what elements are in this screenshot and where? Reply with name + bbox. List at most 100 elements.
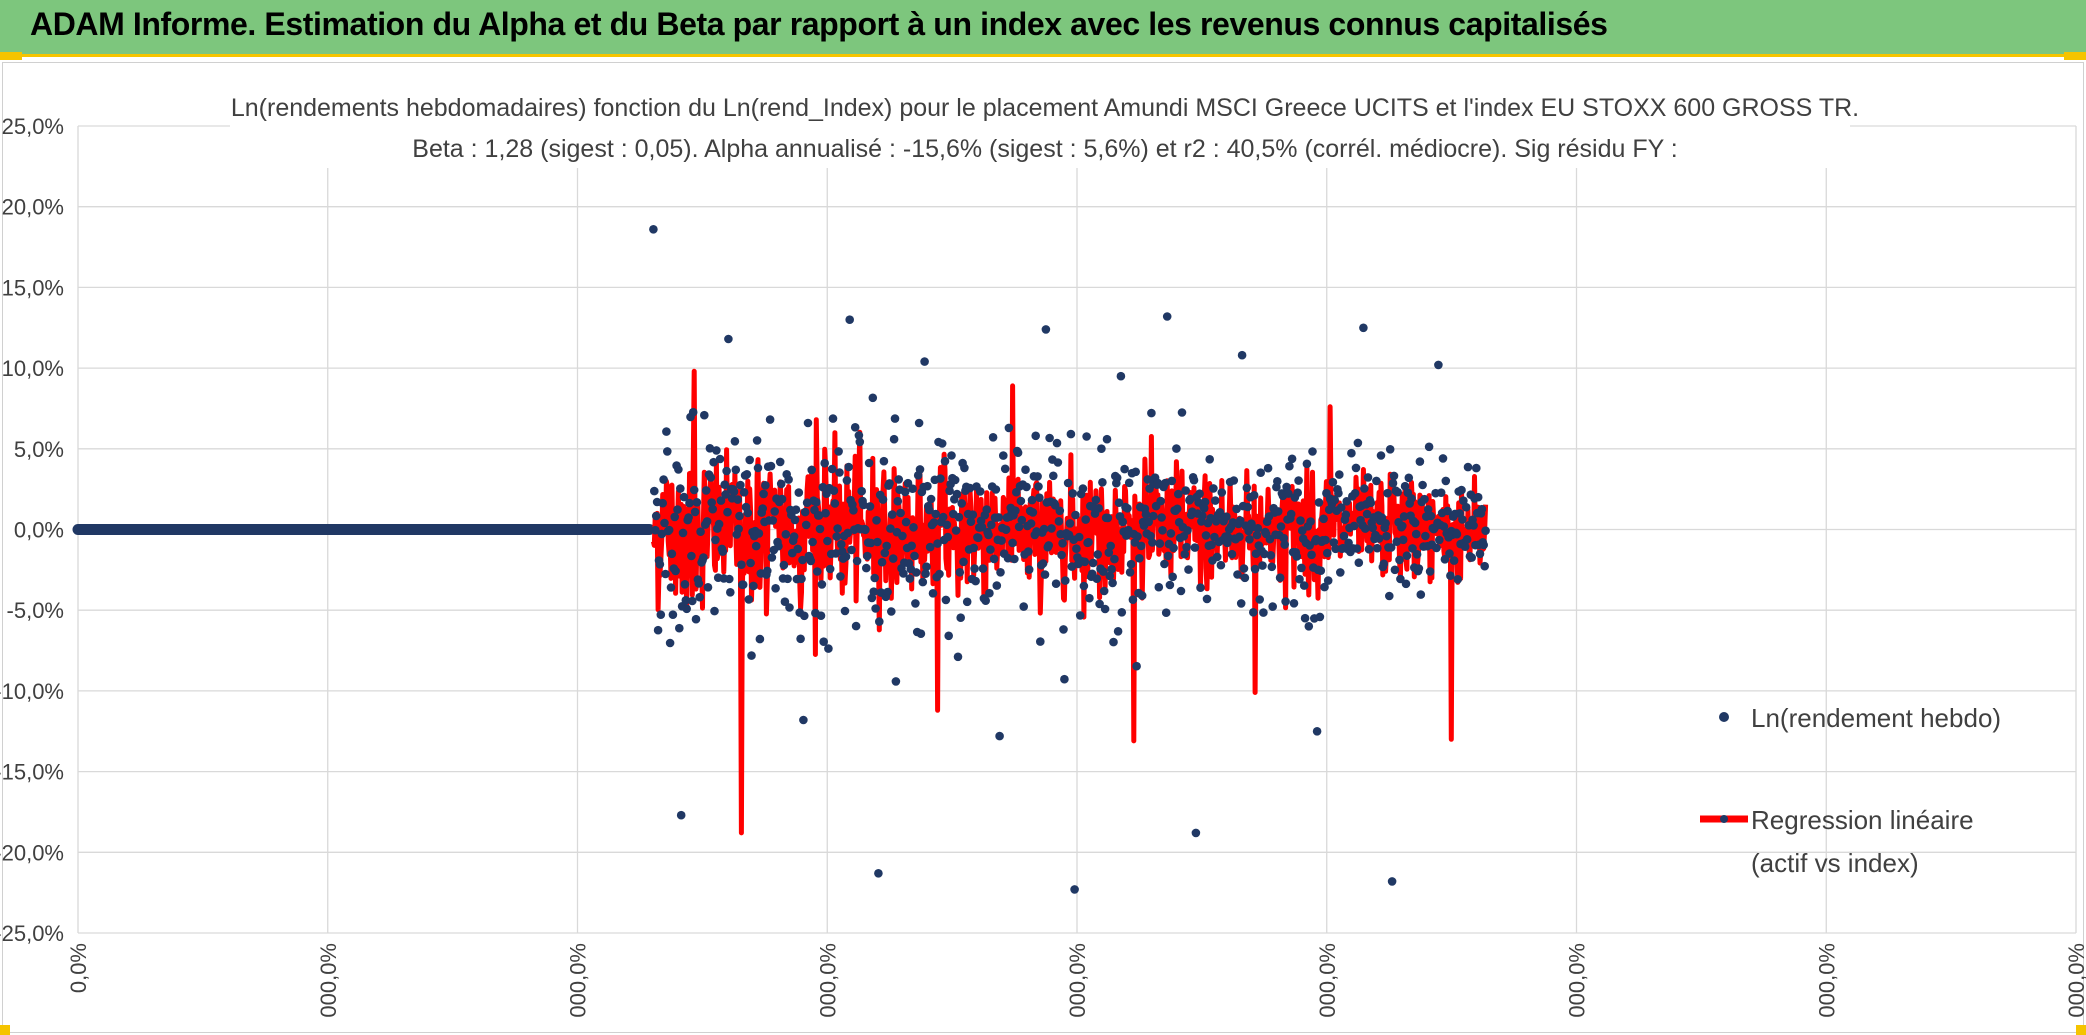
data-point bbox=[658, 498, 667, 508]
data-point bbox=[729, 487, 739, 497]
data-point bbox=[1186, 494, 1195, 504]
data-point bbox=[780, 597, 790, 606]
data-point bbox=[1177, 408, 1187, 417]
data-point bbox=[992, 581, 1002, 590]
data-point bbox=[1095, 599, 1104, 609]
data-point bbox=[1131, 467, 1140, 477]
data-point bbox=[722, 466, 731, 476]
data-point bbox=[877, 557, 887, 567]
data-point bbox=[1126, 559, 1136, 569]
data-point bbox=[1293, 488, 1302, 498]
data-point bbox=[1004, 423, 1014, 433]
data-point bbox=[1216, 560, 1226, 570]
data-point bbox=[891, 677, 901, 686]
data-point bbox=[910, 551, 919, 561]
data-point bbox=[808, 537, 817, 547]
data-point bbox=[687, 551, 696, 561]
y-axis-ticks: 25,0% 20,0% 15,0% 10,0% 5,0% 0,0% -5,0% -10,0% -… bbox=[0, 114, 64, 946]
data-point bbox=[916, 629, 926, 638]
data-point bbox=[670, 512, 679, 522]
data-point bbox=[954, 512, 964, 522]
data-point bbox=[774, 541, 783, 551]
data-point bbox=[878, 495, 888, 504]
legend-marker-regression-point bbox=[1720, 815, 1728, 823]
data-point bbox=[710, 606, 719, 616]
data-point bbox=[833, 524, 842, 533]
data-point bbox=[1003, 553, 1013, 563]
y-tick-label: -20,0% bbox=[0, 840, 64, 865]
data-point bbox=[1102, 434, 1112, 444]
data-point bbox=[1081, 515, 1090, 524]
data-point bbox=[1136, 541, 1146, 551]
data-point bbox=[936, 474, 945, 483]
data-point bbox=[691, 614, 701, 624]
data-point bbox=[959, 557, 968, 567]
data-point bbox=[960, 463, 969, 473]
y-tick-label: 15,0% bbox=[2, 275, 64, 300]
data-point bbox=[1144, 517, 1153, 527]
data-point bbox=[1100, 604, 1110, 614]
data-point bbox=[1360, 484, 1369, 493]
data-point bbox=[1124, 478, 1134, 488]
data-point bbox=[1229, 476, 1239, 485]
data-point bbox=[821, 508, 830, 518]
data-point bbox=[763, 566, 772, 576]
data-point bbox=[865, 502, 875, 511]
data-point bbox=[734, 524, 743, 534]
data-point bbox=[735, 511, 744, 521]
data-point bbox=[940, 456, 950, 466]
data-point bbox=[1396, 574, 1405, 584]
data-point bbox=[1010, 554, 1019, 564]
x-tick-label: 000,0% bbox=[815, 943, 840, 1018]
data-point bbox=[1173, 504, 1182, 514]
data-point bbox=[653, 625, 663, 635]
data-point bbox=[1092, 574, 1102, 583]
data-point bbox=[893, 496, 903, 506]
data-point bbox=[696, 527, 705, 536]
data-point bbox=[912, 568, 921, 577]
data-point bbox=[887, 607, 896, 616]
data-point bbox=[1320, 582, 1329, 592]
data-point bbox=[1074, 532, 1084, 542]
data-point bbox=[1292, 552, 1302, 561]
data-point bbox=[807, 465, 816, 475]
data-point bbox=[694, 579, 704, 588]
data-point bbox=[1349, 521, 1359, 531]
corner-marker bbox=[2076, 1025, 2086, 1035]
data-point bbox=[1099, 567, 1108, 576]
data-point bbox=[1383, 488, 1392, 498]
y-tick-label: -10,0% bbox=[0, 679, 64, 704]
data-point bbox=[1031, 431, 1040, 441]
data-point bbox=[905, 574, 915, 583]
data-point bbox=[981, 596, 990, 605]
data-point bbox=[1053, 458, 1063, 467]
data-point bbox=[820, 458, 829, 468]
data-point bbox=[1353, 438, 1363, 448]
data-point bbox=[1362, 509, 1372, 519]
data-point bbox=[1085, 593, 1094, 603]
data-point bbox=[1392, 537, 1401, 546]
data-point bbox=[800, 507, 810, 517]
data-point bbox=[850, 423, 860, 432]
data-point bbox=[1000, 464, 1010, 474]
data-point bbox=[1280, 540, 1289, 549]
data-point bbox=[840, 606, 850, 616]
data-point bbox=[1165, 580, 1175, 590]
x-tick-label: 000,0% bbox=[1315, 943, 1340, 1018]
data-point bbox=[1469, 521, 1478, 530]
data-point bbox=[1207, 540, 1216, 550]
data-point bbox=[815, 524, 825, 534]
data-point bbox=[1040, 570, 1050, 579]
data-point bbox=[1172, 444, 1181, 453]
data-point bbox=[1212, 552, 1222, 562]
data-point bbox=[873, 537, 882, 547]
data-point bbox=[749, 581, 758, 591]
data-point bbox=[1227, 549, 1237, 559]
data-point bbox=[716, 496, 726, 505]
data-point bbox=[720, 480, 729, 490]
data-point bbox=[663, 447, 672, 456]
data-point bbox=[1286, 509, 1296, 519]
data-point bbox=[1132, 661, 1141, 671]
data-point bbox=[1054, 517, 1064, 526]
data-point bbox=[1236, 516, 1245, 525]
